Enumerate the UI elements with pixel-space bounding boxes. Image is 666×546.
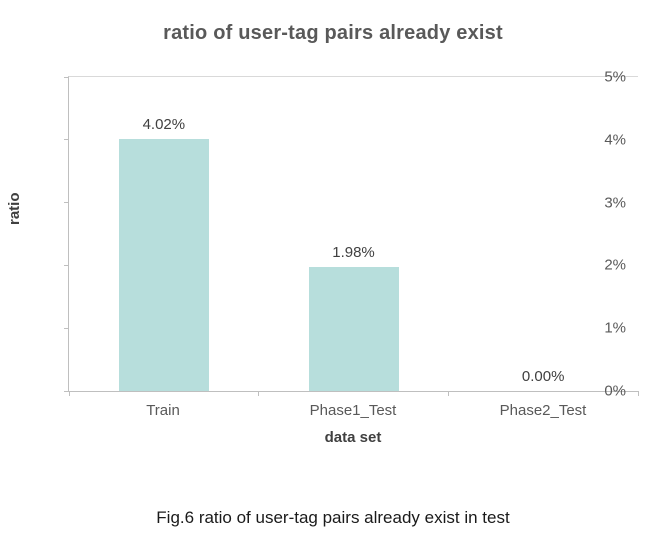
y-tick-mark <box>64 76 69 78</box>
bar-column-phase1_test: 1.98% <box>259 77 449 391</box>
bar-value-label: 4.02% <box>142 115 186 133</box>
chart-title: ratio of user-tag pairs already exist <box>163 22 503 44</box>
x-tick-mark <box>637 391 639 396</box>
x-tick-mark <box>68 391 70 396</box>
bar-value-label: 0.00% <box>521 368 565 385</box>
y-tick-label: 3% <box>604 194 626 212</box>
bar-column-phase2_test: 0.00% <box>448 77 638 391</box>
y-tick-label: 2% <box>604 256 626 274</box>
y-tick-label: 5% <box>604 68 626 86</box>
x-tick-mark <box>447 391 449 396</box>
plot-area: 0% 1% 2% 3% 4% 5% 4.02% 1.98% 0.00% <box>64 70 639 399</box>
y-tick-mark <box>64 202 69 204</box>
bar-value-label: 1.98% <box>332 243 375 261</box>
bar-train <box>118 138 209 391</box>
y-tick-label: 4% <box>604 131 626 149</box>
x-category-label-train: Train <box>146 402 180 419</box>
y-tick-mark <box>64 139 69 141</box>
x-axis-title: data set <box>324 429 382 446</box>
y-tick-mark <box>64 390 69 392</box>
y-tick-mark <box>64 327 69 329</box>
x-category-label-phase1_test: Phase1_Test <box>309 402 397 419</box>
x-category-labels: Train Phase1_Test Phase2_Test <box>68 402 638 419</box>
y-tick-label: 1% <box>604 319 626 337</box>
y-axis-title: ratio <box>6 192 23 225</box>
x-tick-mark <box>258 391 260 396</box>
figure-caption: Fig.6 ratio of user-tag pairs already ex… <box>156 508 510 527</box>
bar-column-train: 4.02% <box>69 77 259 391</box>
y-tick-mark <box>64 264 69 266</box>
bars-row: 4.02% 1.98% 0.00% <box>69 77 638 391</box>
x-category-label-phase2_test: Phase2_Test <box>499 402 587 419</box>
y-tick-label: 0% <box>604 382 626 400</box>
bar-phase1_test <box>308 266 399 391</box>
